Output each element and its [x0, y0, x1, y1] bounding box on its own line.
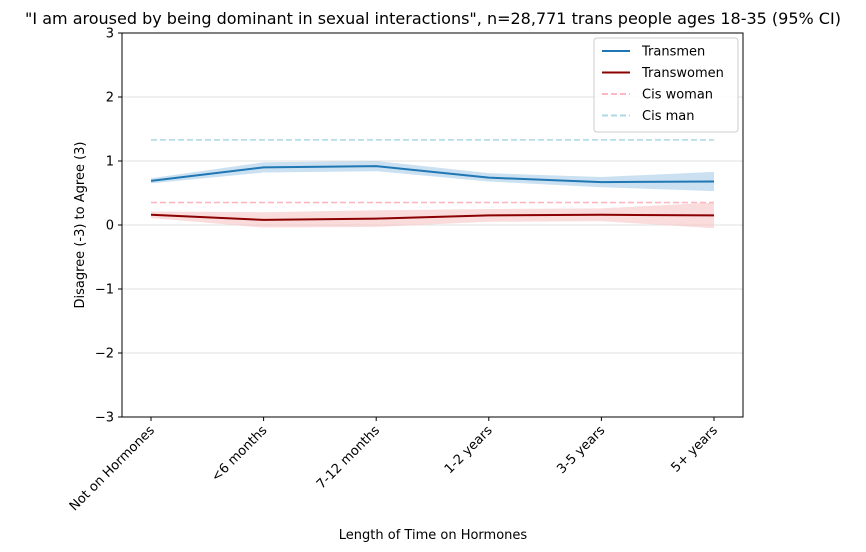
legend-box [593, 37, 739, 133]
legend-label: Transmen [641, 45, 705, 60]
legend-label: Cis man [642, 109, 694, 124]
series-line [150, 213, 715, 221]
y-tick-label: −1 [95, 283, 114, 298]
confidence-band [151, 161, 714, 192]
y-tick-label: −3 [95, 411, 114, 426]
legend-label: Cis woman [642, 88, 713, 103]
x-axis-label: Length of Time on Hormones [339, 528, 528, 543]
series-line [150, 165, 715, 184]
grid-layer [122, 96, 743, 354]
confidence-bands [151, 161, 714, 229]
y-tick-label: −2 [95, 347, 114, 362]
y-tick-label: 3 [106, 27, 114, 42]
y-tick-label: 0 [106, 219, 114, 234]
legend: Transmen Transwomen Cis woman Cis man [593, 37, 739, 133]
reference-lines [151, 139, 714, 204]
y-tick-label: 2 [106, 91, 114, 106]
chart-title: "I am aroused by being dominant in sexua… [25, 9, 841, 28]
legend-label: Transwomen [641, 66, 724, 81]
y-axis-label: Disagree (-3) to Agree (3) [73, 142, 88, 309]
confidence-band [151, 202, 714, 229]
series-lines [150, 165, 715, 221]
y-tick-label: 1 [106, 155, 114, 170]
